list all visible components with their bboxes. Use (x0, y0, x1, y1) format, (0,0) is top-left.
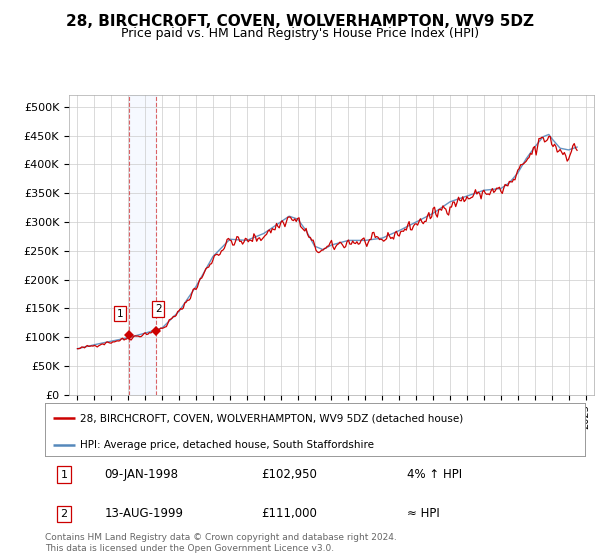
Text: Contains HM Land Registry data © Crown copyright and database right 2024.
This d: Contains HM Land Registry data © Crown c… (45, 533, 397, 553)
Text: 2: 2 (155, 304, 161, 314)
Text: 28, BIRCHCROFT, COVEN, WOLVERHAMPTON, WV9 5DZ (detached house): 28, BIRCHCROFT, COVEN, WOLVERHAMPTON, WV… (80, 413, 463, 423)
Text: 4% ↑ HPI: 4% ↑ HPI (407, 468, 462, 481)
Text: 2: 2 (61, 509, 67, 519)
Text: 1: 1 (117, 309, 124, 319)
Text: HPI: Average price, detached house, South Staffordshire: HPI: Average price, detached house, Sout… (80, 440, 374, 450)
Text: Price paid vs. HM Land Registry's House Price Index (HPI): Price paid vs. HM Land Registry's House … (121, 27, 479, 40)
Bar (129, 95, 156, 395)
Text: 1: 1 (61, 470, 67, 479)
Text: 13-AUG-1999: 13-AUG-1999 (104, 507, 184, 520)
Text: £102,950: £102,950 (261, 468, 317, 481)
Text: 28, BIRCHCROFT, COVEN, WOLVERHAMPTON, WV9 5DZ: 28, BIRCHCROFT, COVEN, WOLVERHAMPTON, WV… (66, 14, 534, 29)
Text: ≈ HPI: ≈ HPI (407, 507, 440, 520)
Text: 09-JAN-1998: 09-JAN-1998 (104, 468, 178, 481)
Text: £111,000: £111,000 (261, 507, 317, 520)
